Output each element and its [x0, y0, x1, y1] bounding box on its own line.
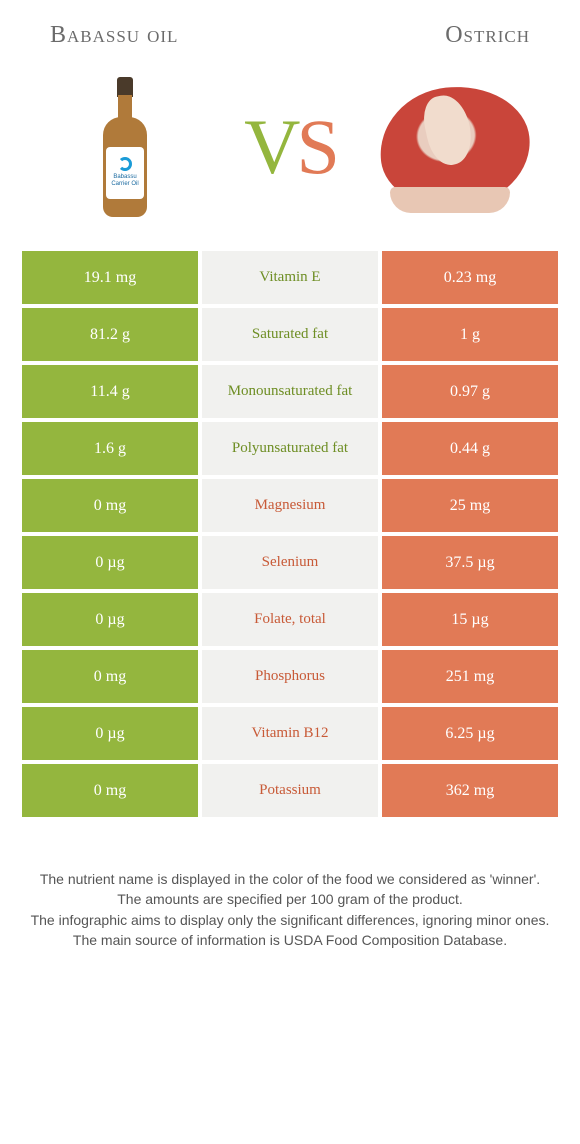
nutrient-label-cell: Magnesium	[200, 477, 380, 534]
nutrient-label-cell: Vitamin B12	[200, 705, 380, 762]
right-value-cell: 0.44 g	[380, 420, 560, 477]
nutrient-label-cell: Phosphorus	[200, 648, 380, 705]
meat-icon	[380, 87, 530, 207]
table-row: 19.1 mgVitamin E0.23 mg	[20, 249, 560, 306]
footer-p4: The main source of information is USDA F…	[30, 930, 550, 950]
nutrient-label-cell: Polyunsaturated fat	[200, 420, 380, 477]
nutrient-label-cell: Folate, total	[200, 591, 380, 648]
nutrient-label-cell: Potassium	[200, 762, 380, 819]
right-value-cell: 0.97 g	[380, 363, 560, 420]
vs-s: S	[296, 103, 335, 190]
header: Babassu oil Ostrich	[0, 0, 580, 59]
left-product-image: Babassu Carrier Oil	[50, 67, 200, 227]
table-row: 0 mgMagnesium25 mg	[20, 477, 560, 534]
footer-p1: The nutrient name is displayed in the co…	[30, 869, 550, 889]
table-row: 0 µgVitamin B126.25 µg	[20, 705, 560, 762]
table-row: 0 µgSelenium37.5 µg	[20, 534, 560, 591]
bottle-label-line2: Carrier Oil	[111, 181, 138, 188]
right-value-cell: 6.25 µg	[380, 705, 560, 762]
vs-v: V	[244, 103, 296, 190]
left-value-cell: 0 mg	[20, 762, 200, 819]
left-value-cell: 0 µg	[20, 534, 200, 591]
right-value-cell: 15 µg	[380, 591, 560, 648]
table-row: 0 µgFolate, total15 µg	[20, 591, 560, 648]
right-value-cell: 0.23 mg	[380, 249, 560, 306]
footer-notes: The nutrient name is displayed in the co…	[0, 819, 580, 950]
footer-p3: The infographic aims to display only the…	[30, 910, 550, 930]
table-row: 0 mgPhosphorus251 mg	[20, 648, 560, 705]
right-product-image	[380, 67, 530, 227]
title-left: Babassu oil	[50, 22, 178, 49]
images-row: Babassu Carrier Oil VS	[0, 59, 580, 249]
footer-p2: The amounts are specified per 100 gram o…	[30, 889, 550, 909]
nutrient-label-cell: Selenium	[200, 534, 380, 591]
title-right: Ostrich	[445, 22, 530, 49]
nutrient-label-cell: Saturated fat	[200, 306, 380, 363]
vs-label: VS	[244, 102, 336, 192]
left-value-cell: 11.4 g	[20, 363, 200, 420]
right-value-cell: 362 mg	[380, 762, 560, 819]
oil-bottle-icon: Babassu Carrier Oil	[103, 77, 147, 217]
left-value-cell: 1.6 g	[20, 420, 200, 477]
right-value-cell: 1 g	[380, 306, 560, 363]
bottle-label-line1: Babassu	[113, 174, 136, 181]
nutrient-label-cell: Vitamin E	[200, 249, 380, 306]
right-value-cell: 251 mg	[380, 648, 560, 705]
table-row: 1.6 gPolyunsaturated fat0.44 g	[20, 420, 560, 477]
left-value-cell: 19.1 mg	[20, 249, 200, 306]
nutrient-label-cell: Monounsaturated fat	[200, 363, 380, 420]
right-value-cell: 37.5 µg	[380, 534, 560, 591]
left-value-cell: 0 µg	[20, 705, 200, 762]
left-value-cell: 0 mg	[20, 477, 200, 534]
left-value-cell: 0 µg	[20, 591, 200, 648]
table-row: 0 mgPotassium362 mg	[20, 762, 560, 819]
table-row: 11.4 gMonounsaturated fat0.97 g	[20, 363, 560, 420]
nutrient-table: 19.1 mgVitamin E0.23 mg81.2 gSaturated f…	[20, 249, 560, 819]
left-value-cell: 0 mg	[20, 648, 200, 705]
infographic: Babassu oil Ostrich Babassu Carrier Oil …	[0, 0, 580, 950]
left-value-cell: 81.2 g	[20, 306, 200, 363]
right-value-cell: 25 mg	[380, 477, 560, 534]
table-row: 81.2 gSaturated fat1 g	[20, 306, 560, 363]
